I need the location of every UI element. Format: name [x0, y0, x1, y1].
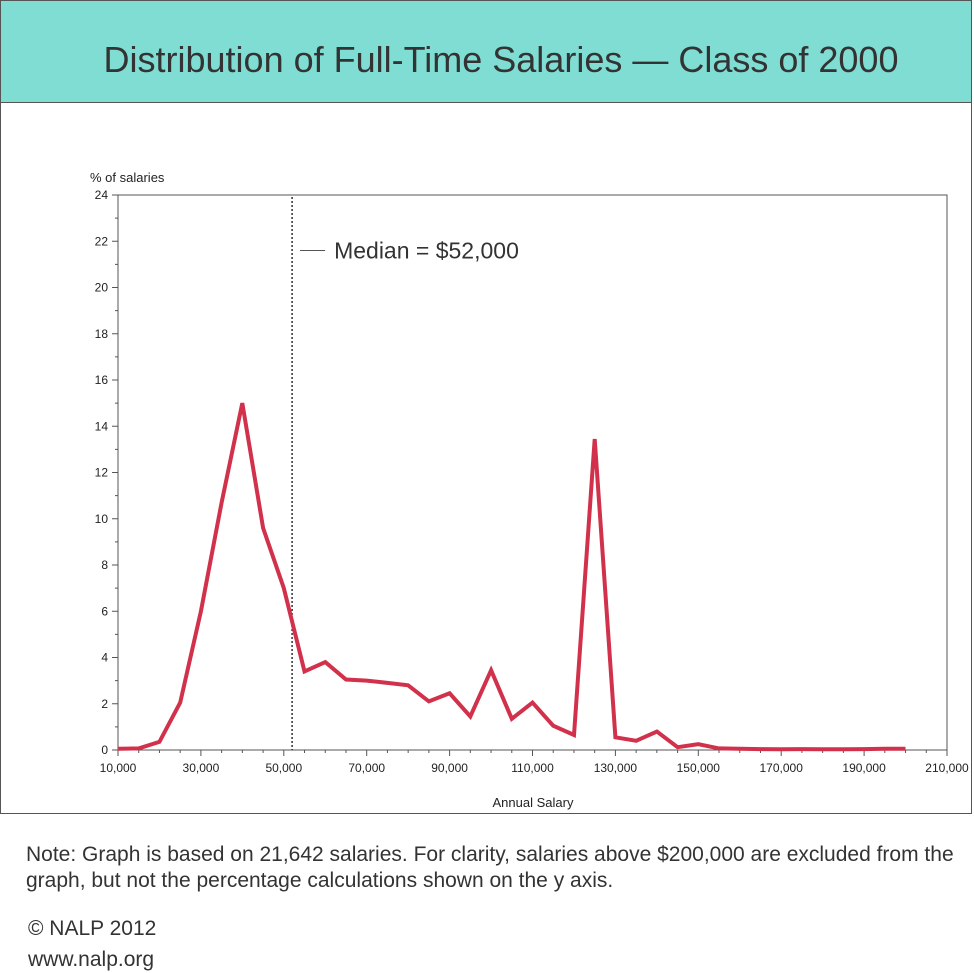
plot-area [117, 194, 948, 751]
median-label: Median = $52,000 [334, 238, 519, 264]
x-tick-label: 150,000 [677, 761, 721, 775]
y-tick-label: 8 [101, 558, 108, 572]
y-tick-label: 20 [95, 281, 109, 295]
x-axis-title: Annual Salary [493, 795, 574, 810]
footnote: Note: Graph is based on 21,642 salaries.… [26, 843, 954, 892]
y-tick-label: 18 [95, 327, 109, 341]
x-tick-label: 190,000 [842, 761, 886, 775]
y-tick-label: 12 [95, 466, 109, 480]
x-tick-label: 130,000 [594, 761, 638, 775]
copyright: © NALP 2012 [28, 917, 157, 940]
title-banner: Distribution of Full-Time Salaries — Cla… [1, 1, 971, 103]
y-tick-label: 0 [101, 743, 108, 757]
series-layer [117, 402, 906, 752]
y-tick-label: 24 [95, 188, 109, 202]
x-tick-label: 10,000 [100, 761, 137, 775]
x-tick-label: 50,000 [265, 761, 302, 775]
y-tick-label: 6 [101, 604, 108, 618]
x-axis: 10,000 30,000 50,000 70,000 90,000 110,000 130… [100, 750, 969, 775]
y-axis-title: % of salaries [90, 170, 165, 185]
x-tick-label: 110,000 [511, 761, 554, 775]
series-line [117, 402, 906, 752]
x-tick-label: 170,000 [760, 761, 804, 775]
annotations-layer: Median = $52,000 [291, 197, 519, 750]
y-tick-label: 22 [95, 234, 109, 248]
line-chart: % of salaries Annual Salary 024681012141… [90, 170, 969, 810]
y-tick-label: 4 [101, 651, 108, 665]
y-tick-label: 14 [95, 419, 109, 433]
x-tick-label: 90,000 [431, 761, 468, 775]
y-tick-label: 2 [101, 697, 108, 711]
y-tick-label: 16 [95, 373, 109, 387]
chart-title: Distribution of Full-Time Salaries — Cla… [103, 39, 899, 80]
x-tick-label: 30,000 [183, 761, 220, 775]
x-tick-label: 210,000 [925, 761, 969, 775]
website-link[interactable]: www.nalp.org [28, 948, 155, 971]
x-tick-label: 70,000 [348, 761, 385, 775]
y-tick-label: 10 [95, 512, 109, 526]
